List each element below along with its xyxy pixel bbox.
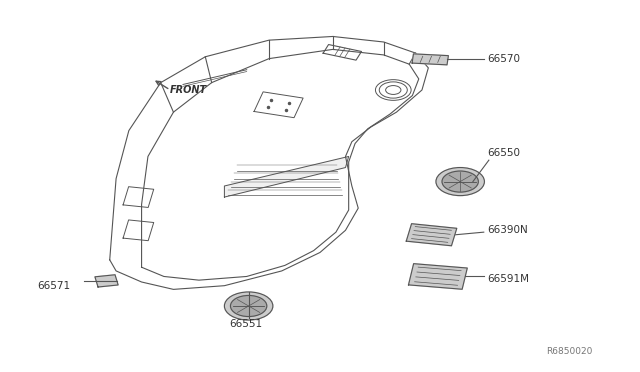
Text: R6850020: R6850020 [546,347,593,356]
Circle shape [230,295,267,317]
Polygon shape [412,54,449,65]
Text: 66570: 66570 [487,54,520,64]
Text: 66390N: 66390N [487,225,528,235]
Polygon shape [406,224,457,246]
Text: FRONT: FRONT [170,85,207,95]
Text: 66571: 66571 [37,282,70,291]
Text: 66591M: 66591M [487,274,529,284]
Polygon shape [408,264,467,289]
Text: 66550: 66550 [487,148,520,158]
Text: 66551: 66551 [230,320,262,330]
Polygon shape [95,275,118,287]
Polygon shape [225,157,349,197]
Circle shape [442,171,478,192]
Circle shape [436,167,484,196]
FancyArrowPatch shape [156,81,168,89]
Circle shape [225,292,273,320]
